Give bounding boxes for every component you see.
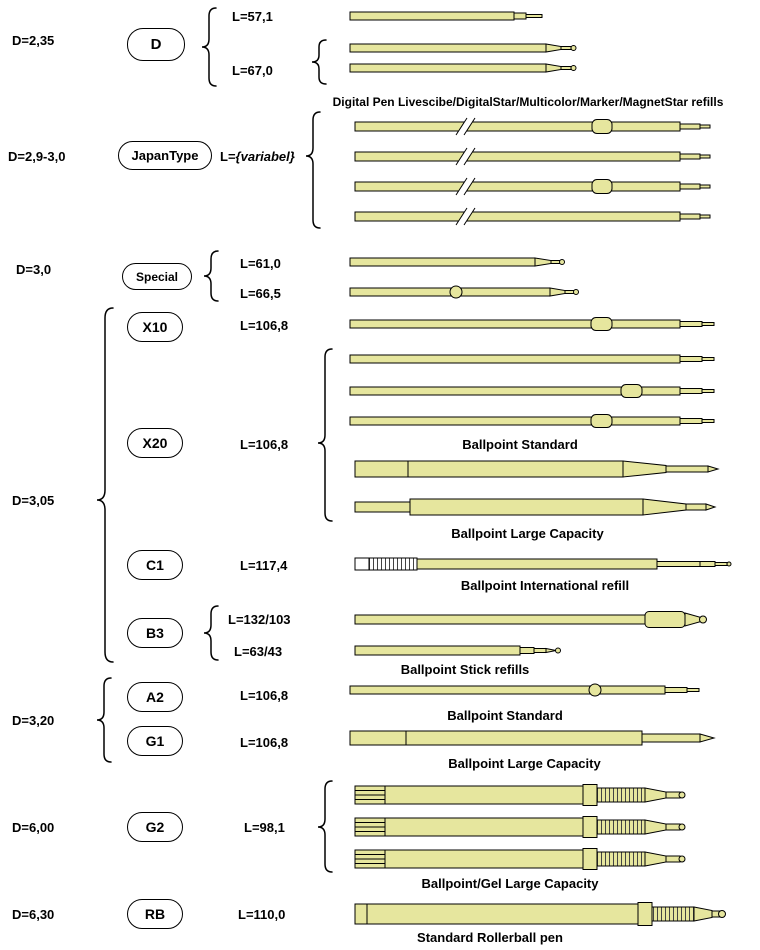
type-box-b3: B3: [127, 618, 183, 648]
type-box-japantype: JapanType: [118, 141, 212, 170]
diameter-label-d2930: D=2,9-3,0: [8, 149, 66, 164]
type-box-c1: C1: [127, 550, 183, 580]
refill-g2-2: [354, 816, 686, 838]
length-label-japantype-prefix: L=: [220, 149, 236, 164]
refill-x20-large-1: [354, 460, 720, 478]
length-label-b3-long: L=132/103: [228, 612, 291, 627]
type-box-special: Special: [122, 263, 192, 290]
type-box-x20-label: X20: [142, 435, 168, 451]
type-box-g1-label: G1: [145, 733, 165, 749]
type-box-g1: G1: [127, 726, 183, 756]
refill-x20-standard-2: [349, 384, 715, 398]
refill-b3-short: [354, 645, 561, 656]
refill-japantype-1: [354, 117, 711, 136]
brace-x20: [317, 348, 333, 522]
refill-japantype-2: [354, 147, 711, 166]
length-label-a2: L=106,8: [240, 688, 289, 703]
refill-special-l665: [349, 285, 579, 299]
caption-x20-ballpoint-large-capacity: Ballpoint Large Capacity: [451, 526, 604, 541]
refill-japantype-3: [354, 177, 711, 196]
caption-g2-ballpoint-gel-large-capacity: Ballpoint/Gel Large Capacity: [421, 876, 599, 891]
caption-digital-pen-refills: Digital Pen Livescibe/DigitalStar/Multic…: [332, 95, 724, 109]
type-box-a2-label: A2: [146, 689, 164, 705]
type-box-x10: X10: [127, 312, 183, 342]
length-label-rb: L=110,0: [238, 907, 286, 922]
type-box-g2: G2: [127, 812, 183, 842]
length-label-x20: L=106,8: [240, 437, 289, 452]
refill-g2-3: [354, 848, 686, 870]
refill-x20-large-2: [354, 498, 717, 516]
type-box-rb-label: RB: [144, 906, 166, 922]
type-box-d-label: D: [150, 36, 162, 53]
refill-special-l610: [349, 257, 565, 267]
brace-japantype: [305, 111, 321, 229]
brace-d-group: [201, 7, 217, 87]
diameter-label-d600: D=6,00: [12, 820, 55, 835]
caption-rb-standard-rollerball: Standard Rollerball pen: [417, 930, 563, 945]
length-label-g2: L=98,1: [244, 820, 285, 835]
type-box-japantype-label: JapanType: [131, 148, 199, 163]
type-box-b3-label: B3: [146, 625, 164, 641]
length-label-special-610: L=61,0: [240, 256, 281, 271]
length-label-c1: L=117,4: [240, 558, 288, 573]
refill-x20-standard-3: [349, 414, 715, 428]
refill-d-l670-1: [349, 43, 577, 53]
refill-rb: [354, 902, 726, 926]
diameter-label-d630: D=6,30: [12, 907, 55, 922]
type-box-g2-label: G2: [145, 819, 165, 835]
caption-b3-ballpoint-stick: Ballpoint Stick refills: [400, 662, 530, 677]
refill-c1: [354, 557, 732, 571]
type-box-c1-label: C1: [146, 557, 164, 573]
length-label-japantype-value: {variabel}: [235, 149, 295, 164]
type-box-x20: X20: [127, 428, 183, 458]
diameter-label-d320: D=3,20: [12, 713, 55, 728]
length-label-d-670: L=67,0: [232, 63, 273, 78]
brace-g2: [317, 780, 333, 873]
length-label-d-571: L=57,1: [232, 9, 273, 24]
refill-g2-1: [354, 784, 686, 806]
length-label-x10: L=106,8: [240, 318, 289, 333]
brace-d-inner: [311, 39, 327, 85]
refill-b3-long: [354, 611, 707, 628]
length-label-b3-short: L=63/43: [234, 644, 283, 659]
refill-x10: [349, 317, 715, 331]
diameter-label-d305: D=3,05: [12, 493, 55, 508]
caption-g1-ballpoint-large-capacity: Ballpoint Large Capacity: [448, 756, 601, 771]
length-label-japantype: L={variabel}: [220, 149, 295, 164]
refill-g1: [349, 730, 716, 746]
brace-special: [203, 250, 219, 302]
type-box-special-label: Special: [135, 269, 179, 284]
refill-d-l670-2: [349, 63, 577, 73]
type-box-x10-label: X10: [142, 319, 168, 335]
caption-x20-ballpoint-standard: Ballpoint Standard: [462, 437, 578, 452]
length-label-special-665: L=66,5: [240, 286, 281, 301]
length-label-g1: L=106,8: [240, 735, 289, 750]
refill-x20-standard-1: [349, 354, 715, 364]
diameter-label-d30: D=3,0: [16, 262, 52, 277]
brace-d320: [96, 677, 112, 763]
caption-a2-ballpoint-standard: Ballpoint Standard: [447, 708, 563, 723]
braces: [96, 7, 333, 873]
type-box-a2: A2: [127, 682, 183, 712]
type-box-d: D: [127, 28, 185, 61]
brace-b3: [203, 605, 219, 661]
type-box-rb: RB: [127, 899, 183, 929]
brace-d305: [96, 307, 114, 663]
refill-japantype-4: [354, 207, 711, 226]
diameter-label-d235: D=2,35: [12, 33, 55, 48]
refill-d-l571: [349, 11, 543, 21]
refill-a2: [349, 683, 700, 697]
caption-c1-ballpoint-international: Ballpoint International refill: [460, 578, 630, 593]
